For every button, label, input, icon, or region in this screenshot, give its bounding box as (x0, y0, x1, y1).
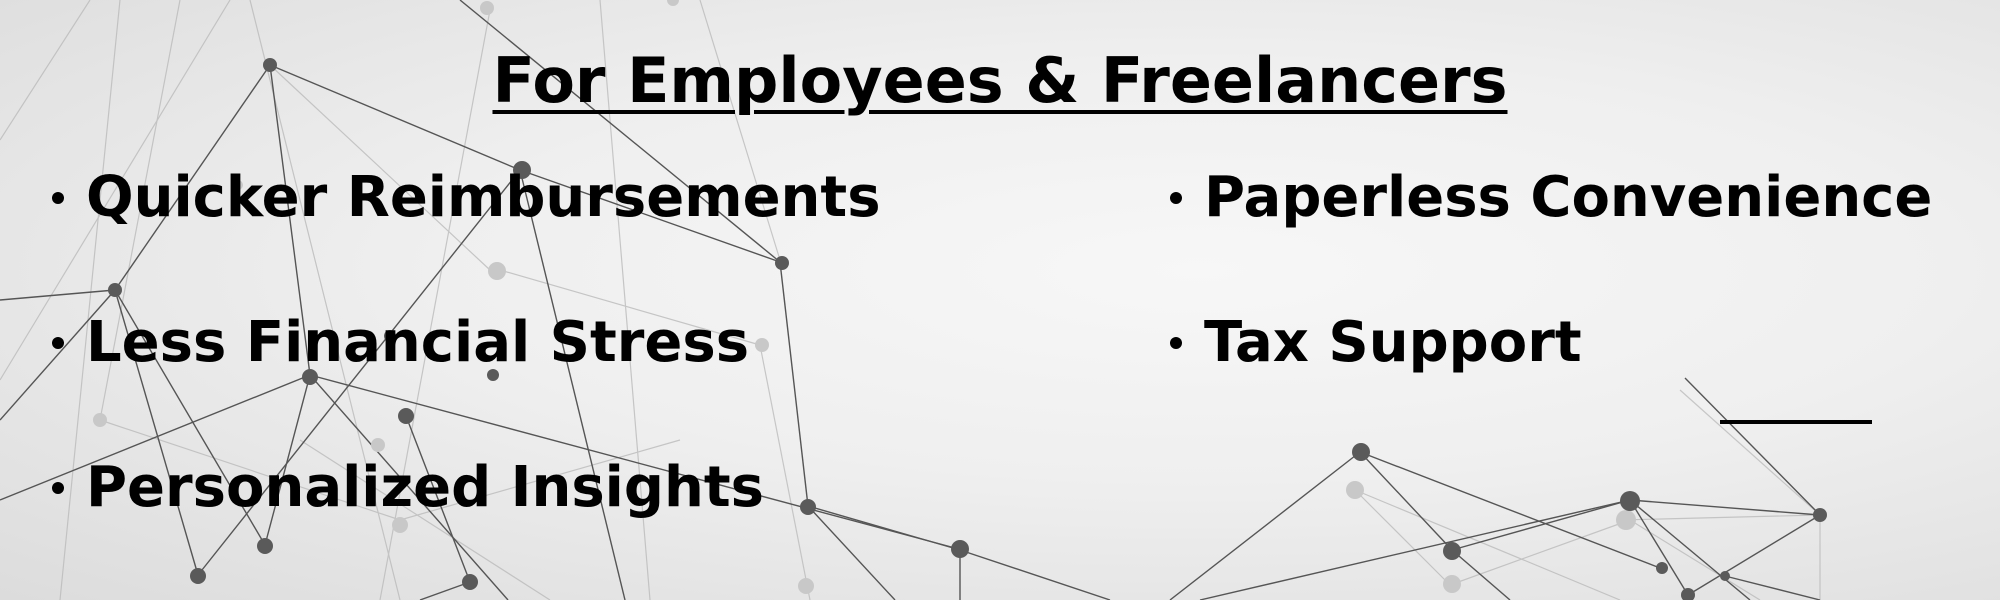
list-item-label: Paperless Convenience (1204, 165, 1933, 230)
list-item-label: Personalized Insights (86, 455, 764, 520)
bullet-dot-icon (1170, 337, 1182, 349)
bullet-dot-icon (52, 192, 64, 204)
right-benefits-list: Paperless Convenience Tax Support (1166, 162, 1932, 452)
list-item: Tax Support (1166, 307, 1932, 452)
page-title: For Employees & Freelancers (492, 44, 1508, 117)
bullet-dot-icon (1170, 192, 1182, 204)
list-item: Quicker Reimbursements (48, 162, 881, 307)
bullet-dot-icon (52, 337, 64, 349)
bullet-dot-icon (52, 482, 64, 494)
list-item-label: Quicker Reimbursements (86, 165, 881, 230)
left-benefits-list: Quicker Reimbursements Less Financial St… (48, 162, 881, 597)
decorative-divider (1720, 420, 1872, 424)
list-item: Paperless Convenience (1166, 162, 1932, 307)
list-item-label: Tax Support (1204, 310, 1582, 375)
list-item: Personalized Insights (48, 452, 881, 597)
list-item-label: Less Financial Stress (86, 310, 750, 375)
list-item: Less Financial Stress (48, 307, 881, 452)
